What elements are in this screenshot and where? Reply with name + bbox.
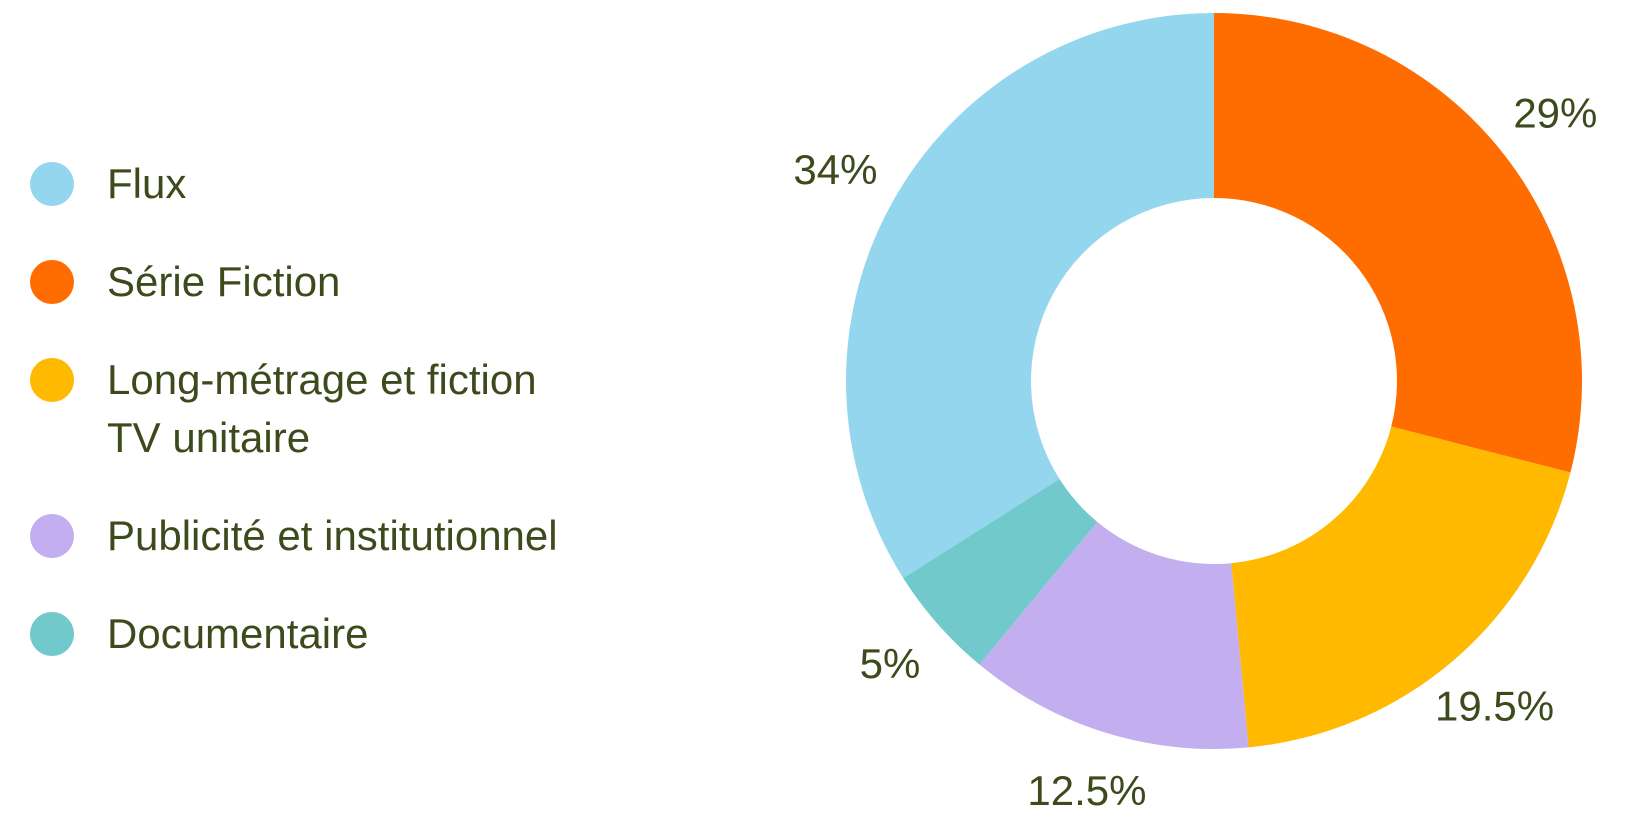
legend-label: Flux xyxy=(107,160,187,207)
legend-swatch xyxy=(30,260,74,304)
legend-swatch xyxy=(30,162,74,206)
legend-label: Publicité et institutionnel xyxy=(107,512,558,559)
legend-item: Série Fiction xyxy=(30,253,587,311)
donut-slice xyxy=(903,479,1098,665)
donut-slice xyxy=(979,522,1249,750)
legend-label: Série Fiction xyxy=(107,258,341,305)
legend-swatch xyxy=(30,514,74,558)
legend-swatch xyxy=(30,358,74,402)
data-label: 19.5% xyxy=(1435,683,1554,730)
data-label: 5% xyxy=(860,640,921,687)
data-label: 29% xyxy=(1513,89,1597,136)
legend-label: Long-métrage et fiction TV unitaire xyxy=(107,356,537,461)
donut-slice xyxy=(1214,13,1582,473)
legend-item: Publicité et institutionnel xyxy=(30,507,587,565)
legend-label: Documentaire xyxy=(107,610,369,657)
data-label: 34% xyxy=(793,146,877,193)
legend-item: Documentaire xyxy=(30,605,587,663)
legend-item: Flux xyxy=(30,155,587,213)
donut-slice xyxy=(846,13,1214,579)
legend-item: Long-métrage et fiction TV unitaire xyxy=(30,351,587,467)
legend-swatch xyxy=(30,612,74,656)
legend: Flux Série Fiction Long-métrage et fiction… xyxy=(30,155,587,663)
data-label: 12.5% xyxy=(1027,767,1146,814)
donut-slice xyxy=(1231,426,1571,748)
